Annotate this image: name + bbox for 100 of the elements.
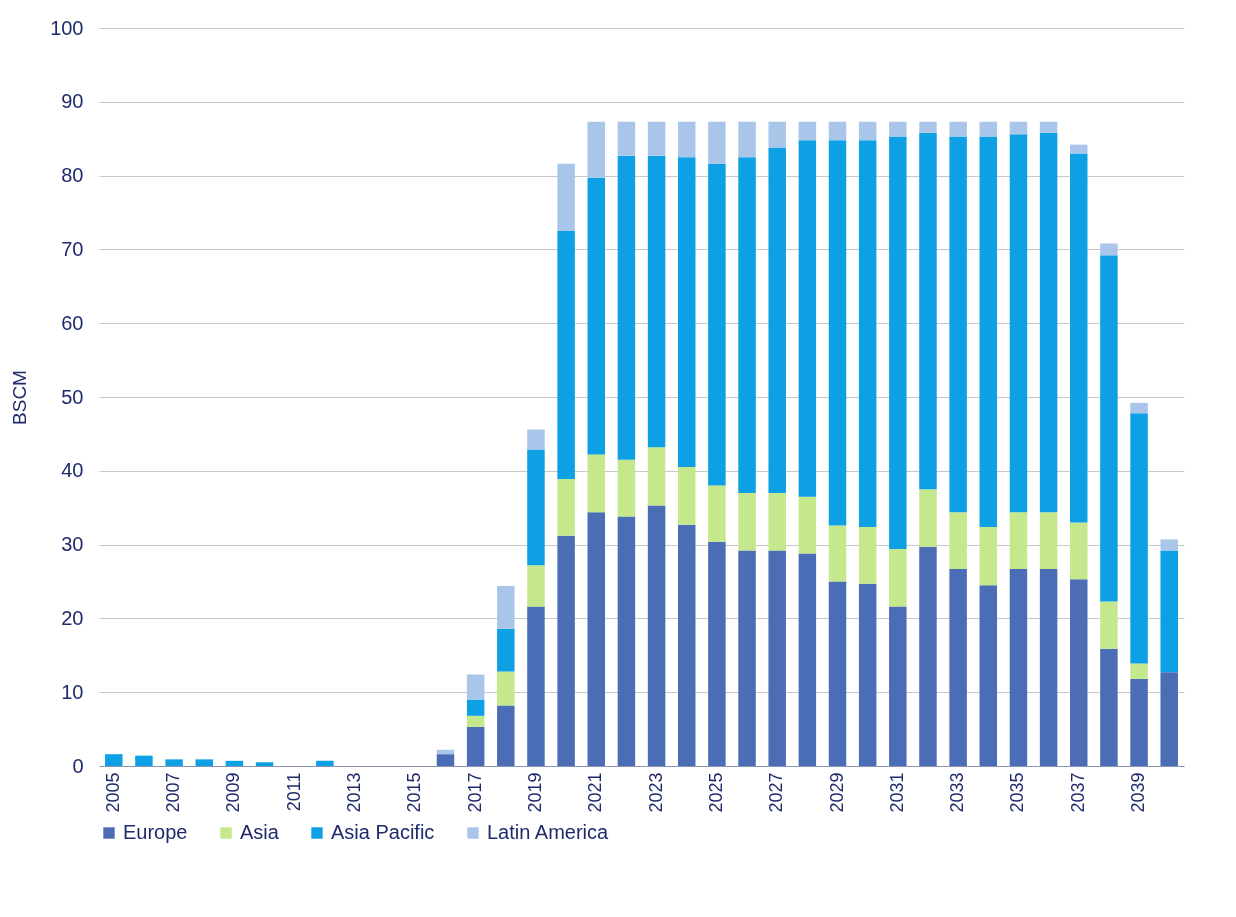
bar (889, 136, 907, 550)
bar (617, 155, 636, 460)
x-tick-label: 2015 (404, 772, 425, 813)
x-tick-label: 2029 (826, 772, 847, 813)
bar (1039, 568, 1058, 766)
bar (1039, 132, 1058, 513)
bar (617, 459, 636, 517)
bar (828, 581, 847, 766)
bar (1070, 522, 1088, 580)
bar (919, 132, 937, 490)
bar (466, 726, 485, 766)
x-tick-label: 2033 (947, 772, 968, 813)
legend-label: Europe (123, 821, 188, 843)
bar (677, 157, 696, 468)
bar (798, 553, 817, 766)
bar (497, 705, 515, 766)
bar (527, 606, 545, 766)
bar (617, 516, 636, 766)
bar (858, 526, 877, 584)
bar (919, 546, 937, 766)
bar (1100, 255, 1118, 602)
bar (949, 512, 967, 569)
bar (979, 585, 998, 766)
bar (557, 535, 575, 766)
bar (768, 492, 786, 551)
y-tick-label: 50 (61, 385, 84, 408)
bar (1009, 512, 1028, 569)
x-tick-label: 2017 (464, 772, 485, 813)
x-tick-label: 2007 (163, 772, 184, 813)
bar (135, 755, 153, 766)
bar (1070, 579, 1088, 766)
bar (647, 447, 666, 506)
y-tick-label: 0 (72, 754, 84, 777)
bar (1160, 550, 1178, 673)
bar (587, 512, 606, 766)
bar (1130, 413, 1148, 664)
bar (1070, 144, 1088, 154)
legend-label: Asia Pacific (331, 821, 435, 843)
bar (1100, 243, 1118, 256)
bar (949, 568, 967, 766)
x-tick-label: 2037 (1067, 772, 1088, 813)
bar (979, 526, 998, 586)
bar (647, 505, 666, 766)
bar (1100, 648, 1118, 766)
bar (798, 496, 817, 554)
bar (1070, 153, 1088, 523)
bar (828, 121, 847, 141)
bar (527, 565, 545, 607)
bar (1009, 134, 1028, 513)
bar (557, 230, 575, 479)
bar (466, 674, 485, 700)
bar (1130, 402, 1148, 414)
legend-label: Asia (240, 821, 280, 843)
bar (557, 478, 575, 536)
x-tick-label: 2023 (645, 772, 666, 813)
bar (889, 606, 907, 766)
x-tick-label: 2025 (705, 772, 726, 813)
bar (979, 136, 998, 527)
bar (165, 759, 183, 766)
bar (919, 121, 937, 133)
x-tick-label: 2011 (283, 772, 304, 812)
y-tick-label: 40 (61, 459, 84, 482)
bar (195, 759, 213, 766)
bar (557, 163, 575, 231)
bar (647, 155, 666, 448)
bar (768, 550, 786, 766)
x-tick-label: 2035 (1007, 772, 1028, 813)
bar (1130, 663, 1148, 679)
bar (919, 489, 937, 547)
x-tick-label: 2013 (344, 772, 365, 813)
bar (1009, 568, 1028, 766)
bar (738, 492, 756, 551)
bar (1039, 512, 1058, 569)
bar (979, 121, 998, 137)
bar (1039, 121, 1058, 133)
y-tick-label: 90 (61, 90, 84, 113)
bar (527, 449, 545, 566)
bar (828, 140, 847, 526)
bar (1130, 678, 1148, 766)
bar (677, 524, 696, 766)
x-tick-label: 2021 (585, 772, 606, 813)
bar (1160, 539, 1178, 551)
bar (587, 454, 606, 513)
bar (1009, 121, 1028, 135)
bar (738, 121, 756, 158)
bar (105, 754, 123, 766)
y-tick-label: 10 (61, 680, 84, 703)
legend-label: Latin America (487, 821, 610, 843)
y-tick-label: 80 (61, 164, 84, 187)
x-tick-label: 2031 (886, 772, 907, 813)
bar (466, 699, 485, 716)
x-tick-label: 2019 (524, 772, 545, 813)
bar (828, 525, 847, 582)
bar (889, 549, 907, 607)
y-tick-label: 30 (61, 533, 84, 556)
bar (798, 121, 817, 141)
x-tick-label: 2027 (766, 772, 787, 813)
bar (527, 429, 545, 450)
bar (587, 177, 606, 455)
bar (858, 583, 877, 766)
